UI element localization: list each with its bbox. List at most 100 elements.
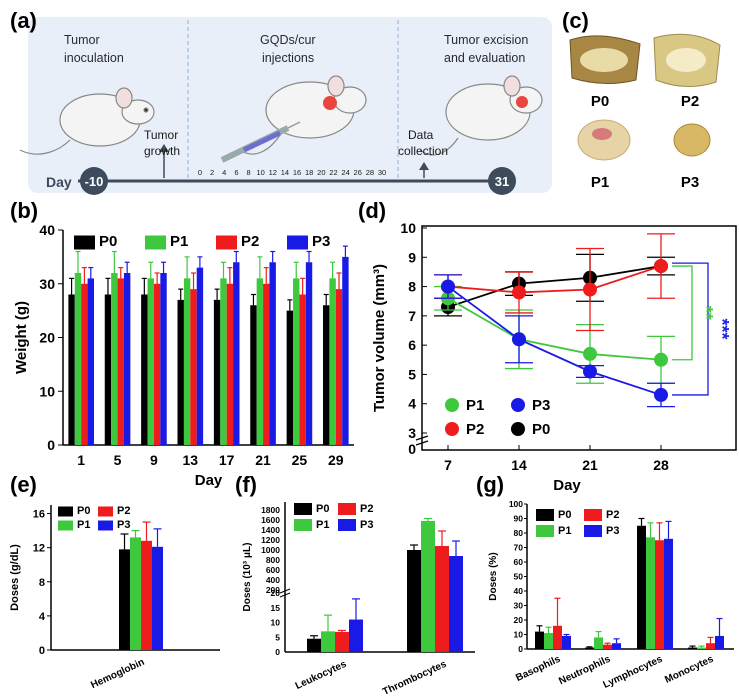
x-tick-label: 25	[292, 452, 308, 468]
y-tick-label: 20	[39, 330, 55, 346]
day-tick-label: 30	[378, 168, 386, 177]
y-tick-label: 16	[33, 509, 45, 521]
x-tick-label: 17	[219, 452, 235, 468]
bar-p3	[305, 262, 313, 445]
legend-label-p0: P0	[99, 233, 117, 250]
y-axis-title: Tumor volume (mm³)	[371, 264, 388, 412]
arrow1-line2: growth	[144, 144, 180, 158]
bar-p3	[715, 635, 724, 649]
panel-c: (c) P0 P2 P1 P3	[562, 8, 721, 191]
legend-label-p2: P2	[606, 509, 619, 521]
y-tick-label: 8	[39, 577, 45, 589]
bar-p2	[190, 289, 197, 445]
bar-p2	[603, 644, 612, 649]
x-tick-label: 29	[328, 452, 344, 468]
bar-p2	[117, 278, 124, 445]
y-tick-label: 30	[39, 276, 55, 292]
bar-p1	[594, 637, 603, 649]
legend-label-p0: P0	[532, 421, 550, 438]
legend-label-p1: P1	[170, 233, 188, 250]
photo-label-p1: P1	[591, 174, 609, 191]
bar-p3	[269, 262, 276, 445]
bar-p3	[196, 267, 204, 445]
bar-p2	[226, 283, 234, 445]
bar-p3	[342, 256, 349, 445]
panel-label-e: (e)	[10, 472, 37, 497]
stage1-line2: inoculation	[64, 51, 124, 65]
legend-swatch-p1	[294, 519, 312, 531]
chart-g-differential: 0102030405060708090100BasophilsNeutrophi…	[488, 499, 734, 691]
bar-p1	[74, 273, 82, 445]
point-p1	[583, 346, 597, 361]
x-tick-label: 5	[114, 452, 122, 468]
bar-p3	[349, 619, 363, 652]
x-tick-label: Hemoglobin	[89, 657, 146, 691]
chart-d-tumor-volume: 3 4 5 6 7 8 9 10 0 7 14 21 28 ***** Day Tumor volume (m…	[371, 220, 737, 494]
arrow-head	[419, 162, 429, 170]
bar-p2	[335, 289, 343, 445]
y-tick-label: 0	[408, 441, 416, 457]
legend-marker-p0	[511, 422, 525, 436]
y-tick-label: 1800	[261, 505, 280, 515]
legend-label-p1: P1	[466, 397, 484, 414]
y-tick-label: 20	[271, 588, 281, 598]
y-tick-label: 0	[39, 645, 45, 657]
y-tick-label: 6	[408, 337, 416, 353]
x-tick-label: Basophils	[514, 654, 562, 684]
legend-label-p2: P2	[117, 505, 130, 517]
day-tick-label: 18	[305, 168, 313, 177]
y-tick-label: 200	[266, 585, 280, 595]
legend-swatch-p2	[338, 503, 356, 515]
y-tick-label: 15	[271, 603, 281, 613]
bar-p1	[697, 647, 706, 649]
y-tick-label: 1200	[261, 535, 280, 545]
bar-p2	[706, 643, 715, 649]
bar-p3	[123, 273, 131, 445]
bar-p0	[213, 299, 221, 445]
bar-p2	[263, 283, 270, 445]
stage2-line2: injections	[262, 51, 314, 65]
y-tick-label: 40	[514, 586, 524, 596]
panel-label-c: (c)	[562, 8, 589, 33]
bar-p0	[535, 631, 544, 649]
x-tick-label: Monocytes	[663, 654, 715, 686]
legend-marker-p3	[511, 398, 525, 412]
y-tick-label: 10	[400, 220, 416, 236]
y-tick-label: 800	[266, 555, 280, 565]
y-tick-label: 10	[514, 630, 524, 640]
axis-break	[279, 592, 291, 598]
point-p3	[441, 279, 455, 294]
bar-p1	[130, 537, 141, 650]
legend-swatch-p1	[536, 525, 554, 537]
legend-label-p0: P0	[77, 505, 90, 517]
legend-swatch-p0	[74, 235, 95, 250]
bar-p1	[421, 521, 435, 652]
line-p1	[447, 297, 662, 361]
x-tick-label: Leukocytes	[294, 659, 349, 692]
axis-break	[415, 435, 429, 441]
y-tick-label: 0	[275, 647, 280, 657]
bar-p0	[177, 299, 184, 445]
y-axis-title: Doses (g/dL)	[9, 544, 21, 611]
point-p2	[654, 259, 668, 274]
bar-p0	[250, 305, 257, 445]
bar-p1	[111, 273, 118, 445]
bar-p0	[637, 525, 646, 649]
y-tick-label: 1400	[261, 525, 280, 535]
day-tick-label: 4	[222, 168, 226, 177]
significance-p3: ***	[712, 319, 732, 340]
bar-p0	[407, 550, 421, 652]
legend-swatch-p2	[584, 509, 602, 521]
y-axis-title: Doses (10³ μL)	[242, 543, 253, 612]
legend-swatch-p3	[98, 520, 113, 531]
photo-label-p2: P2	[681, 93, 699, 110]
x-axis-title: Day	[553, 477, 581, 494]
tumor-photo-p3	[673, 123, 711, 157]
day-start-marker	[80, 167, 108, 195]
y-tick-label: 0	[47, 437, 55, 453]
point-p2	[512, 285, 526, 300]
day-end-marker	[488, 167, 516, 195]
significance-bracket-p3	[672, 262, 709, 396]
y-tick-label: 70	[514, 543, 524, 553]
bar-p2	[655, 540, 664, 649]
